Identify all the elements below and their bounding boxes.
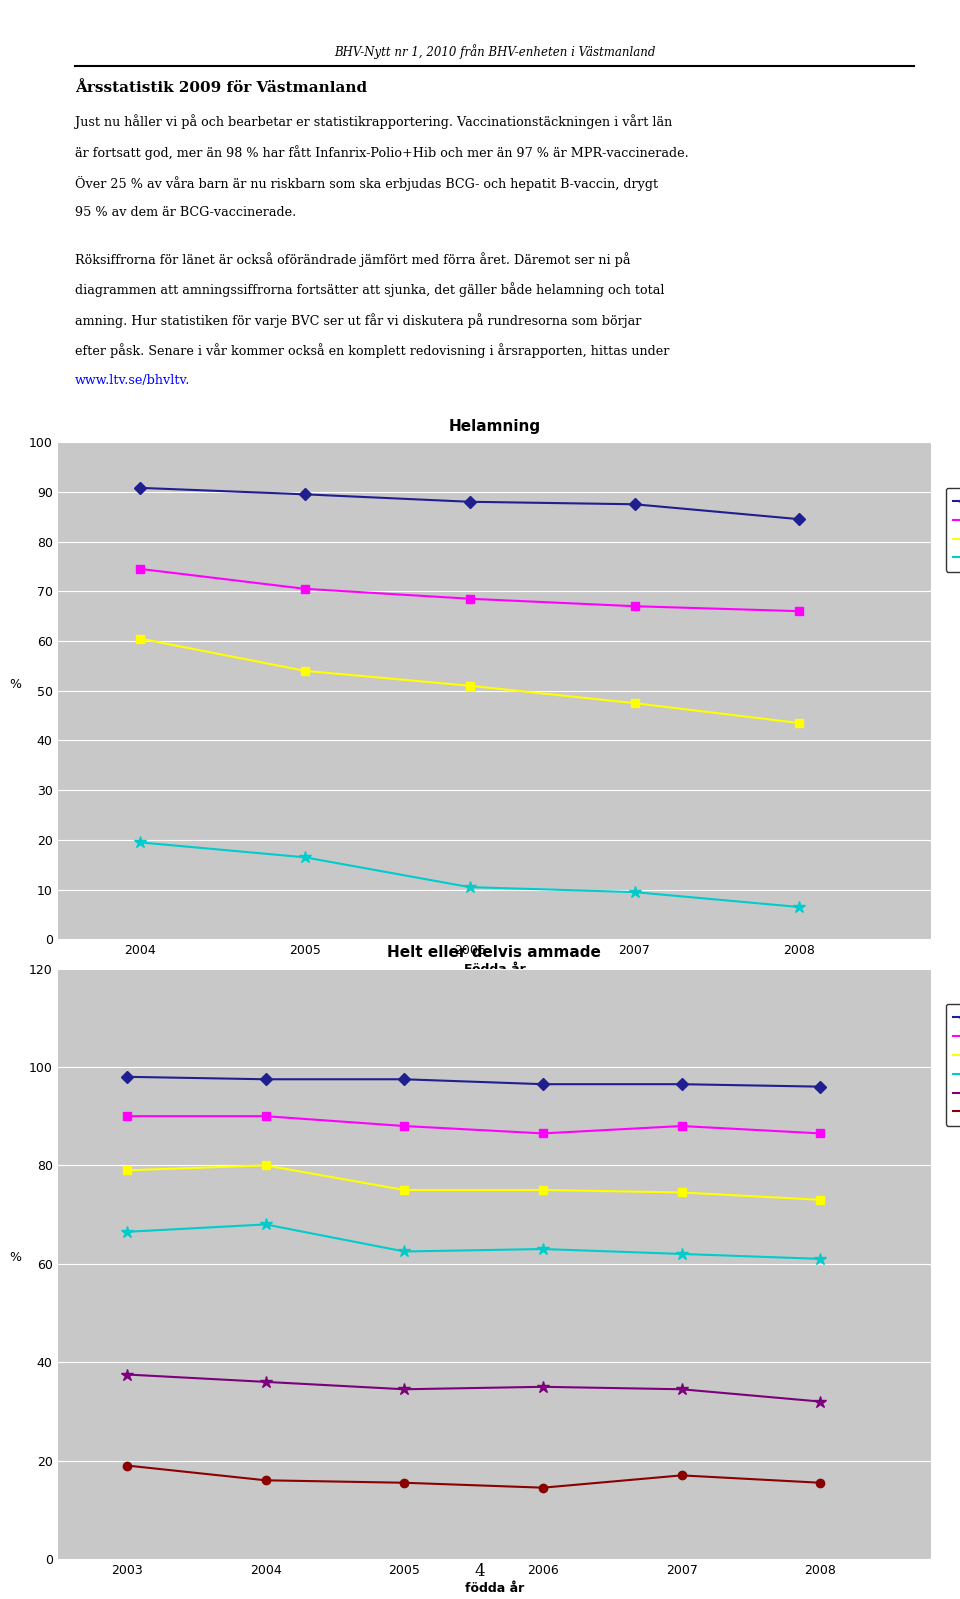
4 mån [300, 662, 311, 681]
1 vecka [629, 494, 640, 513]
9 mån [260, 1372, 272, 1391]
Line: 1 vecka: 1 vecka [123, 1073, 825, 1091]
Line: 4 mån: 4 mån [136, 635, 804, 728]
12 mån [814, 1473, 826, 1492]
X-axis label: födda år: födda år [465, 1583, 524, 1596]
6 mån [121, 1222, 132, 1241]
1 vecka [814, 1078, 826, 1097]
Y-axis label: %: % [9, 1250, 21, 1263]
12 mån [398, 1473, 410, 1492]
2 mån [676, 1116, 687, 1135]
2 mån [121, 1107, 132, 1126]
4 mån [398, 1180, 410, 1199]
1 vecka [260, 1070, 272, 1089]
Line: 4 mån: 4 mån [123, 1161, 825, 1204]
Text: www.ltv.se/bhvltv.: www.ltv.se/bhvltv. [75, 374, 190, 387]
1 vecka [464, 492, 475, 512]
4 mån [629, 694, 640, 713]
6 mån [464, 878, 475, 897]
6 mån [134, 833, 146, 852]
Line: 6 mån: 6 mån [133, 836, 805, 913]
6 mån [300, 847, 311, 867]
Text: efter påsk. Senare i vår kommer också en komplett redovisning i årsrapporten, hi: efter påsk. Senare i vår kommer också en… [75, 344, 669, 358]
Text: 95 % av dem är BCG-vaccinerade.: 95 % av dem är BCG-vaccinerade. [75, 206, 297, 219]
1 vecka [538, 1075, 549, 1094]
Text: Röksiffrorna för länet är också oförändrade jämfört med förra året. Däremot ser : Röksiffrorna för länet är också oförändr… [75, 251, 631, 267]
Text: BHV-Nytt nr 1, 2010 från BHV-enheten i Västmanland: BHV-Nytt nr 1, 2010 från BHV-enheten i V… [334, 43, 655, 59]
6 mån [814, 1249, 826, 1268]
6 mån [260, 1215, 272, 1234]
Line: 9 mån: 9 mån [121, 1369, 827, 1407]
Legend: 1 vecka, 2 mån, 4 mån, 6 mån, 9 mån, 12 mån: 1 vecka, 2 mån, 4 mån, 6 mån, 9 mån, 12 … [946, 1004, 960, 1126]
1 vecka [398, 1070, 410, 1089]
Text: Över 25 % av våra barn är nu riskbarn som ska erbjudas BCG- och hepatit B-vaccin: Över 25 % av våra barn är nu riskbarn so… [75, 176, 659, 190]
1 vecka [121, 1067, 132, 1086]
Title: Helamning: Helamning [448, 419, 540, 433]
2 mån [300, 579, 311, 598]
2 mån [398, 1116, 410, 1135]
4 mån [676, 1183, 687, 1202]
Text: Årsstatistik 2009 för Västmanland: Årsstatistik 2009 för Västmanland [75, 82, 367, 94]
12 mån [260, 1471, 272, 1490]
9 mån [398, 1380, 410, 1399]
2 mån [260, 1107, 272, 1126]
2 mån [538, 1124, 549, 1143]
X-axis label: Födda år: Födda år [464, 963, 525, 975]
1 vecka [794, 510, 805, 529]
1 vecka [134, 478, 146, 497]
Title: Helt eller delvis ammade: Helt eller delvis ammade [388, 945, 601, 961]
4 mån [538, 1180, 549, 1199]
12 mån [121, 1457, 132, 1476]
9 mån [814, 1393, 826, 1412]
2 mån [629, 596, 640, 616]
9 mån [121, 1366, 132, 1385]
Legend: 1 vecka, 2 mån, 4 mån, 6 mån: 1 vecka, 2 mån, 4 mån, 6 mån [946, 488, 960, 572]
9 mån [676, 1380, 687, 1399]
1 vecka [300, 484, 311, 504]
6 mån [629, 883, 640, 902]
6 mån [538, 1239, 549, 1258]
2 mån [464, 588, 475, 608]
1 vecka [676, 1075, 687, 1094]
Y-axis label: %: % [9, 678, 21, 691]
9 mån [538, 1377, 549, 1396]
Line: 2 mån: 2 mån [123, 1111, 825, 1137]
2 mån [814, 1124, 826, 1143]
Text: diagrammen att amningssiffrorna fortsätter att sjunka, det gäller både helamning: diagrammen att amningssiffrorna fortsätt… [75, 283, 664, 297]
4 mån [121, 1161, 132, 1180]
Line: 1 vecka: 1 vecka [136, 483, 804, 523]
6 mån [676, 1244, 687, 1263]
2 mån [794, 601, 805, 620]
2 mån [134, 560, 146, 579]
Text: Just nu håller vi på och bearbetar er statistikrapportering. Vaccinationstäcknin: Just nu håller vi på och bearbetar er st… [75, 115, 672, 130]
Line: 12 mån: 12 mån [123, 1461, 825, 1492]
Line: 6 mån: 6 mån [121, 1218, 827, 1265]
Text: amning. Hur statistiken för varje BVC ser ut får vi diskutera på rundresorna som: amning. Hur statistiken för varje BVC se… [75, 313, 641, 328]
4 mån [134, 628, 146, 648]
6 mån [398, 1242, 410, 1262]
6 mån [794, 897, 805, 916]
12 mån [538, 1477, 549, 1497]
4 mån [794, 713, 805, 732]
Line: 2 mån: 2 mån [136, 564, 804, 616]
12 mån [676, 1466, 687, 1485]
4 mån [814, 1190, 826, 1209]
4 mån [464, 676, 475, 696]
4 mån [260, 1156, 272, 1175]
Text: är fortsatt god, mer än 98 % har fått Infanrix-Polio+Hib och mer än 97 % är MPR-: är fortsatt god, mer än 98 % har fått In… [75, 146, 689, 160]
Text: 4: 4 [474, 1562, 486, 1580]
